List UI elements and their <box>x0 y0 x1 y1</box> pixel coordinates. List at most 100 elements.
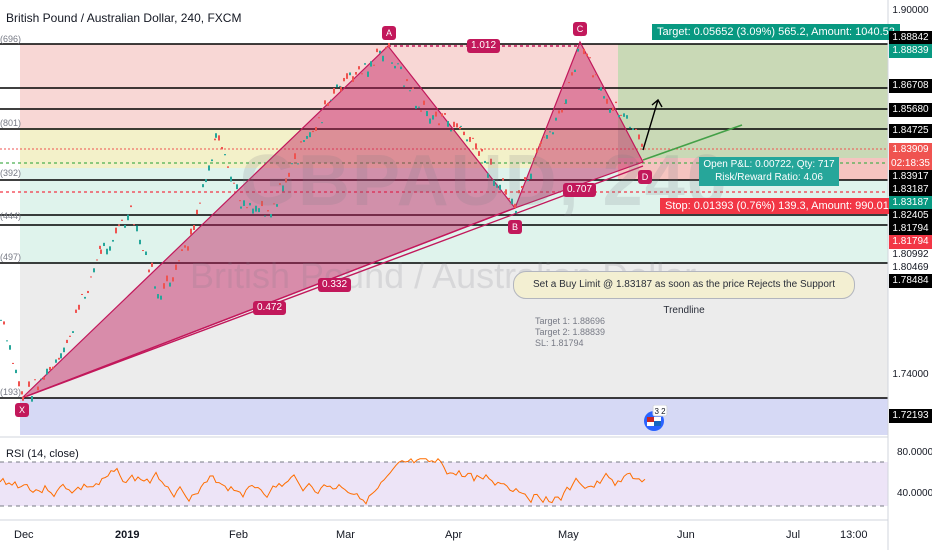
trade-note[interactable]: Set a Buy Limit @ 1.83187 as soon as the… <box>513 271 855 316</box>
x-tick-mar: Mar <box>336 529 355 541</box>
candle <box>514 203 516 209</box>
price-label: 1.72193 <box>889 409 932 424</box>
candle <box>99 245 101 249</box>
candle <box>496 184 498 188</box>
candle <box>306 135 308 139</box>
price-label: 1.78484 <box>889 273 932 288</box>
left-label-5: (497) <box>0 252 22 262</box>
candle <box>603 96 605 99</box>
candle <box>606 98 608 104</box>
candle <box>239 200 241 202</box>
candle <box>367 71 369 77</box>
candle <box>466 139 468 142</box>
candle <box>236 184 238 190</box>
candle <box>487 173 489 178</box>
candle <box>227 166 229 168</box>
candle <box>391 62 393 64</box>
candle <box>103 242 105 247</box>
candle <box>139 239 141 245</box>
rsi-title: RSI (14, close) <box>6 448 79 460</box>
candle <box>261 200 263 207</box>
candle <box>615 101 617 104</box>
target-box[interactable]: Target: 0.05652 (3.09%) 565.2, Amount: 1… <box>652 24 900 40</box>
candle <box>25 395 27 397</box>
candle <box>87 290 89 294</box>
candle <box>444 113 446 115</box>
candle <box>364 63 366 65</box>
candle <box>618 114 620 118</box>
x-tick-apr: Apr <box>445 529 463 541</box>
candle <box>78 304 80 310</box>
candle <box>315 127 317 131</box>
candle <box>595 74 597 76</box>
stop-box[interactable]: Stop: 0.01393 (0.76%) 139.3, Amount: 990… <box>660 198 894 214</box>
candle <box>318 117 320 119</box>
candle <box>352 76 354 82</box>
candle <box>609 109 611 113</box>
candle <box>447 121 449 127</box>
candle <box>172 277 174 282</box>
x-tick-13: 13:00 <box>840 529 868 541</box>
candle <box>508 197 510 200</box>
candle <box>196 209 198 215</box>
left-label-6: (193) <box>0 387 22 397</box>
candle <box>106 248 108 255</box>
candle <box>199 202 201 204</box>
candle <box>469 136 471 142</box>
candle <box>475 143 477 150</box>
candle <box>543 136 545 138</box>
candle <box>40 378 42 380</box>
pnl-box[interactable]: Open P&L: 0.00722, Qty: 717 Risk/Reward … <box>699 157 839 186</box>
candle <box>574 69 576 72</box>
chart-title: British Pound / Australian Dollar, 240, … <box>6 11 242 25</box>
candle <box>267 210 269 212</box>
candle <box>233 182 235 184</box>
price-label: 1.83909 <box>889 142 932 157</box>
candle <box>518 190 520 194</box>
price-label: 1.82405 <box>889 208 932 223</box>
price-label: 1.86708 <box>889 79 932 94</box>
candle <box>193 225 195 230</box>
price-label: 1.83917 <box>889 169 932 184</box>
candle <box>530 173 532 179</box>
candle <box>297 163 299 165</box>
candle <box>370 61 372 67</box>
candle <box>43 377 45 380</box>
candle <box>561 109 563 113</box>
candle <box>133 224 135 226</box>
left-label-3: (392) <box>0 168 22 178</box>
candle <box>339 85 341 87</box>
candle <box>285 178 287 183</box>
candle <box>598 88 600 90</box>
candle <box>478 151 480 156</box>
price-series <box>0 35 643 402</box>
candle <box>620 114 622 116</box>
candle <box>118 224 120 227</box>
candle <box>249 202 251 206</box>
calendar-flag-icon[interactable]: 3 2 <box>638 405 670 431</box>
candle <box>157 294 159 299</box>
candle <box>96 259 98 261</box>
candle <box>409 90 411 92</box>
candle <box>127 214 129 221</box>
target-1: Target 1: 1.88696 <box>535 316 606 326</box>
candle <box>109 246 111 251</box>
candle <box>169 282 171 287</box>
candle <box>412 87 414 89</box>
candle <box>21 391 23 395</box>
candle <box>600 87 602 91</box>
candle <box>190 228 192 235</box>
candle <box>3 321 5 325</box>
candle <box>66 339 68 344</box>
targets-text: Target 1: 1.88696 Target 2: 1.88839 SL: … <box>535 316 605 349</box>
candle <box>460 125 462 127</box>
candle <box>115 227 117 234</box>
candle <box>93 268 95 273</box>
candle <box>205 179 207 183</box>
candle <box>148 269 150 273</box>
candle <box>63 347 65 353</box>
support-trendline <box>642 124 743 161</box>
candle <box>72 331 74 333</box>
candle <box>493 180 495 186</box>
candle <box>505 189 507 195</box>
